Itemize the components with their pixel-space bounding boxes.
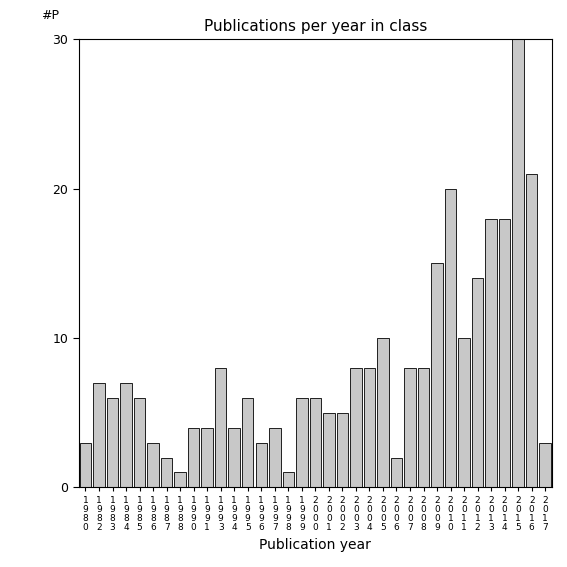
Bar — [445, 189, 456, 488]
Bar — [120, 383, 132, 488]
Bar — [188, 428, 200, 488]
Bar — [161, 458, 172, 488]
Bar — [80, 443, 91, 488]
Bar — [269, 428, 281, 488]
Bar — [147, 443, 159, 488]
Bar — [134, 398, 145, 488]
Bar — [404, 368, 416, 488]
Bar — [256, 443, 267, 488]
Bar — [242, 398, 253, 488]
Bar — [391, 458, 402, 488]
Bar — [310, 398, 321, 488]
Bar — [472, 278, 484, 488]
Bar — [363, 368, 375, 488]
Bar — [458, 338, 470, 488]
Bar — [418, 368, 429, 488]
Bar — [377, 338, 389, 488]
Bar — [282, 472, 294, 488]
Bar — [485, 219, 497, 488]
Bar — [229, 428, 240, 488]
Bar — [526, 174, 538, 488]
X-axis label: Publication year: Publication year — [260, 538, 371, 552]
Bar — [107, 398, 119, 488]
Bar — [296, 398, 307, 488]
Bar — [513, 40, 524, 488]
Bar — [215, 368, 226, 488]
Bar — [93, 383, 105, 488]
Bar — [323, 413, 335, 488]
Y-axis label: #P: #P — [41, 9, 60, 22]
Bar — [499, 219, 510, 488]
Bar — [350, 368, 362, 488]
Bar — [175, 472, 186, 488]
Bar — [337, 413, 348, 488]
Bar — [539, 443, 551, 488]
Title: Publications per year in class: Publications per year in class — [204, 19, 427, 34]
Bar — [201, 428, 213, 488]
Bar — [431, 264, 443, 488]
